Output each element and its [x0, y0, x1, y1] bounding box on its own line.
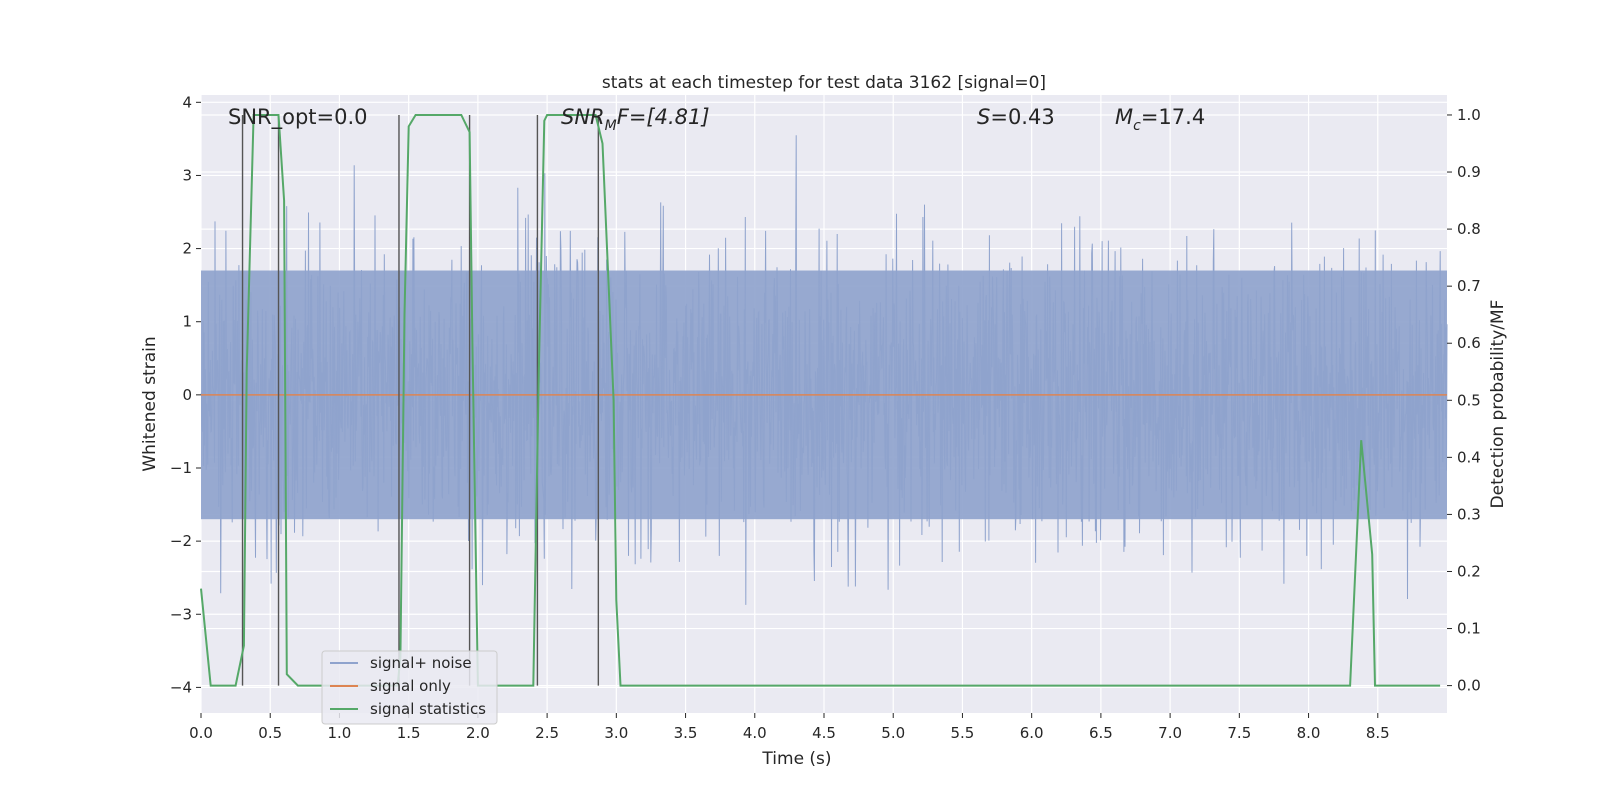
x-tick-label: 6.5: [1089, 724, 1113, 742]
y-tick-label: 2: [182, 240, 192, 258]
x-tick-label: 0.0: [189, 724, 213, 742]
y2-tick-label: 0.3: [1457, 505, 1481, 523]
chart-title: stats at each timestep for test data 316…: [602, 73, 1046, 93]
x-tick-label: 3.0: [604, 724, 628, 742]
y2-tick-label: 0.5: [1457, 391, 1481, 409]
y-tick-label: 3: [182, 166, 192, 184]
y-tick-label: −1: [170, 459, 192, 477]
y2-tick-label: 0.4: [1457, 448, 1481, 466]
annotation-snr-mf: SNRMF=[4.81]: [561, 105, 710, 134]
annotation-snr-mf-main: SNR: [561, 105, 605, 129]
y2-tick-label: 0.9: [1457, 163, 1481, 181]
legend-label-signal-only: signal only: [370, 677, 451, 695]
annotation-snr-mf-rest: F=[4.81]: [617, 105, 710, 129]
annotation-snr-opt: SNR_opt=0.0: [228, 105, 368, 130]
y2-axis-label: Detection probability/MF: [1488, 300, 1508, 509]
legend-label-signal-statistics: signal statistics: [370, 700, 486, 718]
legend: signal+ noise signal only signal statist…: [321, 650, 498, 725]
y-tick-label: −2: [170, 532, 192, 550]
y-tick-label: −3: [170, 605, 192, 623]
x-tick-label: 2.0: [466, 724, 490, 742]
y2-tick-label: 0.8: [1457, 220, 1481, 238]
legend-label-signal-noise: signal+ noise: [370, 654, 472, 672]
annotation-s-italic: S: [977, 105, 990, 129]
stats-layer: [200, 114, 1441, 687]
y-axis-label: Whitened strain: [140, 336, 160, 471]
tick-layer: 0.0 0.5 1.0 1.5 2.0 2.5 3.0 3.5 4.0 4.5 5.0 5.5 6.0 6…: [170, 93, 1481, 742]
x-tick-label: 7.5: [1227, 724, 1251, 742]
y-tick-label: 1: [182, 313, 192, 331]
annotation-mc-main: M: [1115, 105, 1133, 129]
x-tick-label: 5.0: [881, 724, 905, 742]
legend-box: [321, 650, 498, 725]
x-tick-label: 5.5: [951, 724, 975, 742]
y2-tick-label: 0.2: [1457, 562, 1481, 580]
y2-tick-label: 1.0: [1457, 106, 1481, 124]
x-tick-label: 0.5: [258, 724, 282, 742]
y2-tick-label: 0.6: [1457, 334, 1481, 352]
y-tick-label: 4: [182, 93, 192, 111]
y2-tick-label: 0.1: [1457, 620, 1481, 638]
x-tick-label: 3.5: [674, 724, 698, 742]
x-tick-label: 8.5: [1366, 724, 1390, 742]
x-tick-label: 1.5: [397, 724, 421, 742]
y-tick-label: −4: [170, 678, 192, 696]
series-signal-noise: [200, 135, 1448, 605]
annotation-s: S=0.43: [977, 105, 1055, 129]
y-tick-label: 0: [182, 386, 192, 404]
x-tick-label: 4.5: [812, 724, 836, 742]
x-tick-label: 2.5: [535, 724, 559, 742]
annotation-mc-sub: c: [1133, 118, 1141, 134]
annotation-mc-rest: =17.4: [1141, 105, 1205, 129]
annotation-mc: Mc=17.4: [1115, 105, 1205, 134]
x-tick-label: 6.0: [1020, 724, 1044, 742]
series-signal-statistics: [200, 114, 1441, 687]
annotation-s-rest: =0.43: [990, 105, 1054, 129]
x-axis-label: Time (s): [761, 749, 831, 769]
x-tick-label: 4.0: [743, 724, 767, 742]
x-tick-label: 8.0: [1297, 724, 1321, 742]
x-tick-label: 7.0: [1158, 724, 1182, 742]
y2-tick-label: 0.7: [1457, 277, 1481, 295]
x-tick-label: 1.0: [328, 724, 352, 742]
y2-tick-label: 0.0: [1457, 677, 1481, 695]
annotation-snr-mf-sub: M: [605, 118, 617, 134]
